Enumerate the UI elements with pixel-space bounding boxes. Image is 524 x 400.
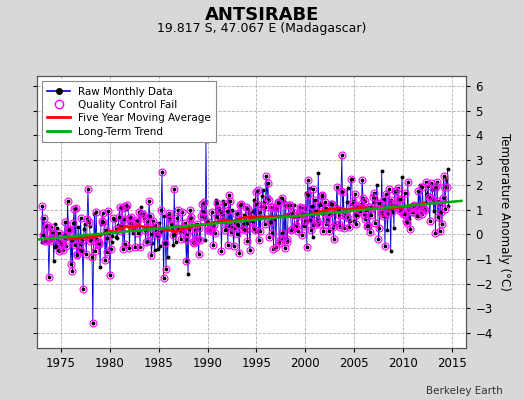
Legend: Raw Monthly Data, Quality Control Fail, Five Year Moving Average, Long-Term Tren: Raw Monthly Data, Quality Control Fail, …	[42, 81, 216, 142]
Text: ANTSIRABE: ANTSIRABE	[205, 6, 319, 24]
Text: Berkeley Earth: Berkeley Earth	[427, 386, 503, 396]
Y-axis label: Temperature Anomaly (°C): Temperature Anomaly (°C)	[498, 133, 511, 291]
Text: 19.817 S, 47.067 E (Madagascar): 19.817 S, 47.067 E (Madagascar)	[157, 22, 367, 35]
